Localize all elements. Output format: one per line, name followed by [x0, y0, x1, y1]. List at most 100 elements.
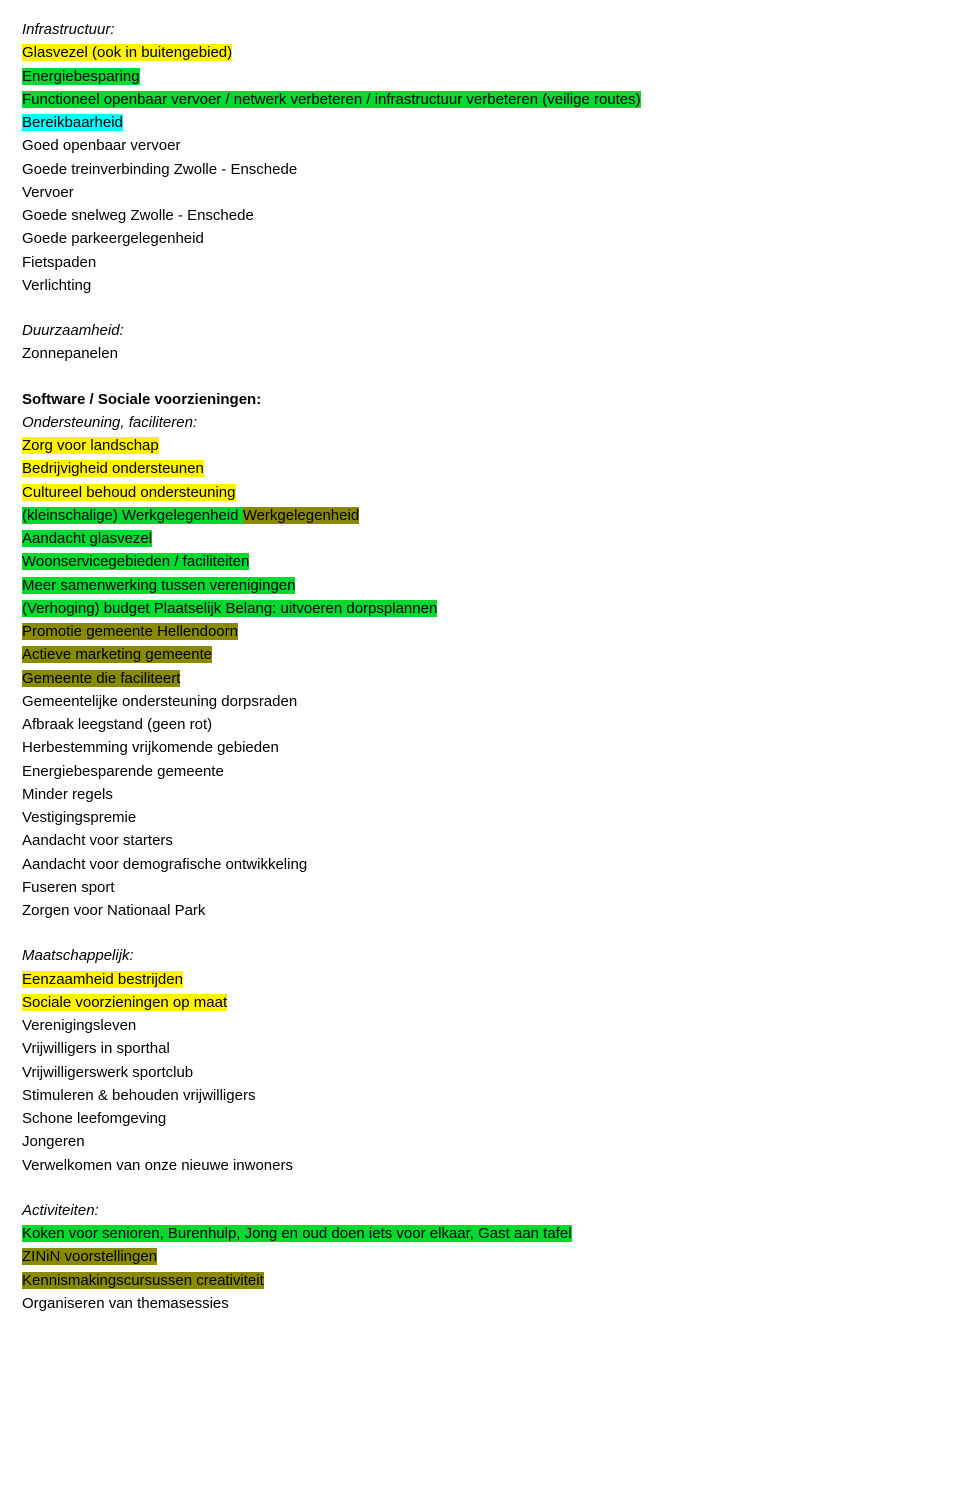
- item: ZINiN voorstellingen: [22, 1245, 938, 1268]
- item: Eenzaamheid bestrijden: [22, 968, 938, 991]
- text: Zonnepanelen: [22, 345, 118, 362]
- item: Meer samenwerking tussen verenigingen: [22, 574, 938, 597]
- item: Bedrijvigheid ondersteunen: [22, 457, 938, 480]
- item: Aandacht glasvezel: [22, 527, 938, 550]
- text: Goed openbaar vervoer: [22, 137, 180, 154]
- text-highlight-yellow: Eenzaamheid bestrijden: [22, 971, 183, 988]
- text: Aandacht voor starters: [22, 832, 173, 849]
- item: Fietspaden: [22, 251, 938, 274]
- text: Goede snelweg Zwolle - Enschede: [22, 207, 254, 224]
- text-highlight-cyan: Bereikbaarheid: [22, 114, 123, 131]
- text: Software / Sociale voorzieningen:: [22, 391, 261, 408]
- item: Goede parkeergelegenheid: [22, 227, 938, 250]
- text: Verlichting: [22, 277, 91, 294]
- text-highlight-green: (kleinschalige) Werkgelegenheid: [22, 507, 243, 524]
- item: Goede snelweg Zwolle - Enschede: [22, 204, 938, 227]
- item: Aandacht voor starters: [22, 829, 938, 852]
- text: Vervoer: [22, 184, 74, 201]
- text: Zorgen voor Nationaal Park: [22, 902, 205, 919]
- section-heading-infra: Infrastructuur:: [22, 18, 938, 41]
- item: Zorg voor landschap: [22, 434, 938, 457]
- item: Schone leefomgeving: [22, 1107, 938, 1130]
- item: Afbraak leegstand (geen rot): [22, 713, 938, 736]
- text: Vestigingspremie: [22, 809, 136, 826]
- item: Zonnepanelen: [22, 342, 938, 365]
- text: Infrastructuur:: [22, 21, 115, 38]
- section-heading-activiteiten: Activiteiten:: [22, 1199, 938, 1222]
- item: Minder regels: [22, 783, 938, 806]
- text-highlight-yellow: Glasvezel (ook in buitengebied): [22, 44, 232, 61]
- text: Fietspaden: [22, 254, 96, 271]
- blank-line: [22, 366, 938, 388]
- blank-line: [22, 922, 938, 944]
- text: Herbestemming vrijkomende gebieden: [22, 739, 279, 756]
- text-highlight-green: Koken voor senioren, Burenhulp, Jong en …: [22, 1225, 572, 1242]
- item: (Verhoging) budget Plaatselijk Belang: u…: [22, 597, 938, 620]
- item: (kleinschalige) Werkgelegenheid Werkgele…: [22, 504, 938, 527]
- item: Promotie gemeente Hellendoorn: [22, 620, 938, 643]
- text: Vrijwilligers in sporthal: [22, 1040, 170, 1057]
- section-subheading-ondersteuning: Ondersteuning, faciliteren:: [22, 411, 938, 434]
- item: Vrijwilligers in sporthal: [22, 1037, 938, 1060]
- section-heading-duurzaamheid: Duurzaamheid:: [22, 319, 938, 342]
- item: Functioneel openbaar vervoer / netwerk v…: [22, 88, 938, 111]
- item: Goed openbaar vervoer: [22, 134, 938, 157]
- item: Fuseren sport: [22, 876, 938, 899]
- item: Gemeente die faciliteert: [22, 667, 938, 690]
- item: Energiebesparende gemeente: [22, 760, 938, 783]
- item: Verlichting: [22, 274, 938, 297]
- item: Jongeren: [22, 1130, 938, 1153]
- item: Glasvezel (ook in buitengebied): [22, 41, 938, 64]
- section-heading-softsoc: Software / Sociale voorzieningen:: [22, 388, 938, 411]
- text-highlight-yellow: Sociale voorzieningen op maat: [22, 994, 227, 1011]
- item: Verenigingsleven: [22, 1014, 938, 1037]
- text: Activiteiten:: [22, 1202, 99, 1219]
- section-heading-maatschappelijk: Maatschappelijk:: [22, 944, 938, 967]
- item: Cultureel behoud ondersteuning: [22, 481, 938, 504]
- text-highlight-olive: Gemeente die faciliteert: [22, 670, 180, 687]
- text: Ondersteuning, faciliteren:: [22, 414, 197, 431]
- text-highlight-green: Aandacht glasvezel: [22, 530, 152, 547]
- item: Goede treinverbinding Zwolle - Enschede: [22, 158, 938, 181]
- item: Woonservicegebieden / faciliteiten: [22, 550, 938, 573]
- text: Aandacht voor demografische ontwikkeling: [22, 856, 307, 873]
- text: Stimuleren & behouden vrijwilligers: [22, 1087, 255, 1104]
- item: Sociale voorzieningen op maat: [22, 991, 938, 1014]
- item: Zorgen voor Nationaal Park: [22, 899, 938, 922]
- text: Vrijwilligerswerk sportclub: [22, 1064, 193, 1081]
- text-highlight-olive: Promotie gemeente Hellendoorn: [22, 623, 238, 640]
- text-highlight-green: Functioneel openbaar vervoer / netwerk v…: [22, 91, 641, 108]
- text: Verwelkomen van onze nieuwe inwoners: [22, 1157, 293, 1174]
- text-highlight-green: (Verhoging) budget Plaatselijk Belang: u…: [22, 600, 437, 617]
- text: Schone leefomgeving: [22, 1110, 166, 1127]
- text-highlight-yellow: Cultureel behoud ondersteuning: [22, 484, 236, 501]
- text: Duurzaamheid:: [22, 322, 124, 339]
- item: Verwelkomen van onze nieuwe inwoners: [22, 1154, 938, 1177]
- blank-line: [22, 1177, 938, 1199]
- text-highlight-yellow: Zorg voor landschap: [22, 437, 159, 454]
- text-highlight-olive: Werkgelegenheid: [243, 507, 359, 524]
- item: Vestigingspremie: [22, 806, 938, 829]
- text-highlight-olive: ZINiN voorstellingen: [22, 1248, 157, 1265]
- text: Organiseren van themasessies: [22, 1295, 229, 1312]
- item: Gemeentelijke ondersteuning dorpsraden: [22, 690, 938, 713]
- text: Maatschappelijk:: [22, 947, 134, 964]
- text: Goede parkeergelegenheid: [22, 230, 204, 247]
- text-highlight-olive: Kennismakingscursussen creativiteit: [22, 1272, 264, 1289]
- text: Minder regels: [22, 786, 113, 803]
- item: Bereikbaarheid: [22, 111, 938, 134]
- item: Vrijwilligerswerk sportclub: [22, 1061, 938, 1084]
- item: Energiebesparing: [22, 65, 938, 88]
- text: Afbraak leegstand (geen rot): [22, 716, 212, 733]
- text-highlight-olive: Actieve marketing gemeente: [22, 646, 212, 663]
- text-highlight-green: Woonservicegebieden / faciliteiten: [22, 553, 249, 570]
- text: Goede treinverbinding Zwolle - Enschede: [22, 161, 297, 178]
- text-highlight-green: Meer samenwerking tussen verenigingen: [22, 577, 295, 594]
- text: Energiebesparende gemeente: [22, 763, 224, 780]
- text-highlight-green: Energiebesparing: [22, 68, 140, 85]
- text: Gemeentelijke ondersteuning dorpsraden: [22, 693, 297, 710]
- text: Jongeren: [22, 1133, 85, 1150]
- item: Stimuleren & behouden vrijwilligers: [22, 1084, 938, 1107]
- item: Aandacht voor demografische ontwikkeling: [22, 853, 938, 876]
- item: Organiseren van themasessies: [22, 1292, 938, 1315]
